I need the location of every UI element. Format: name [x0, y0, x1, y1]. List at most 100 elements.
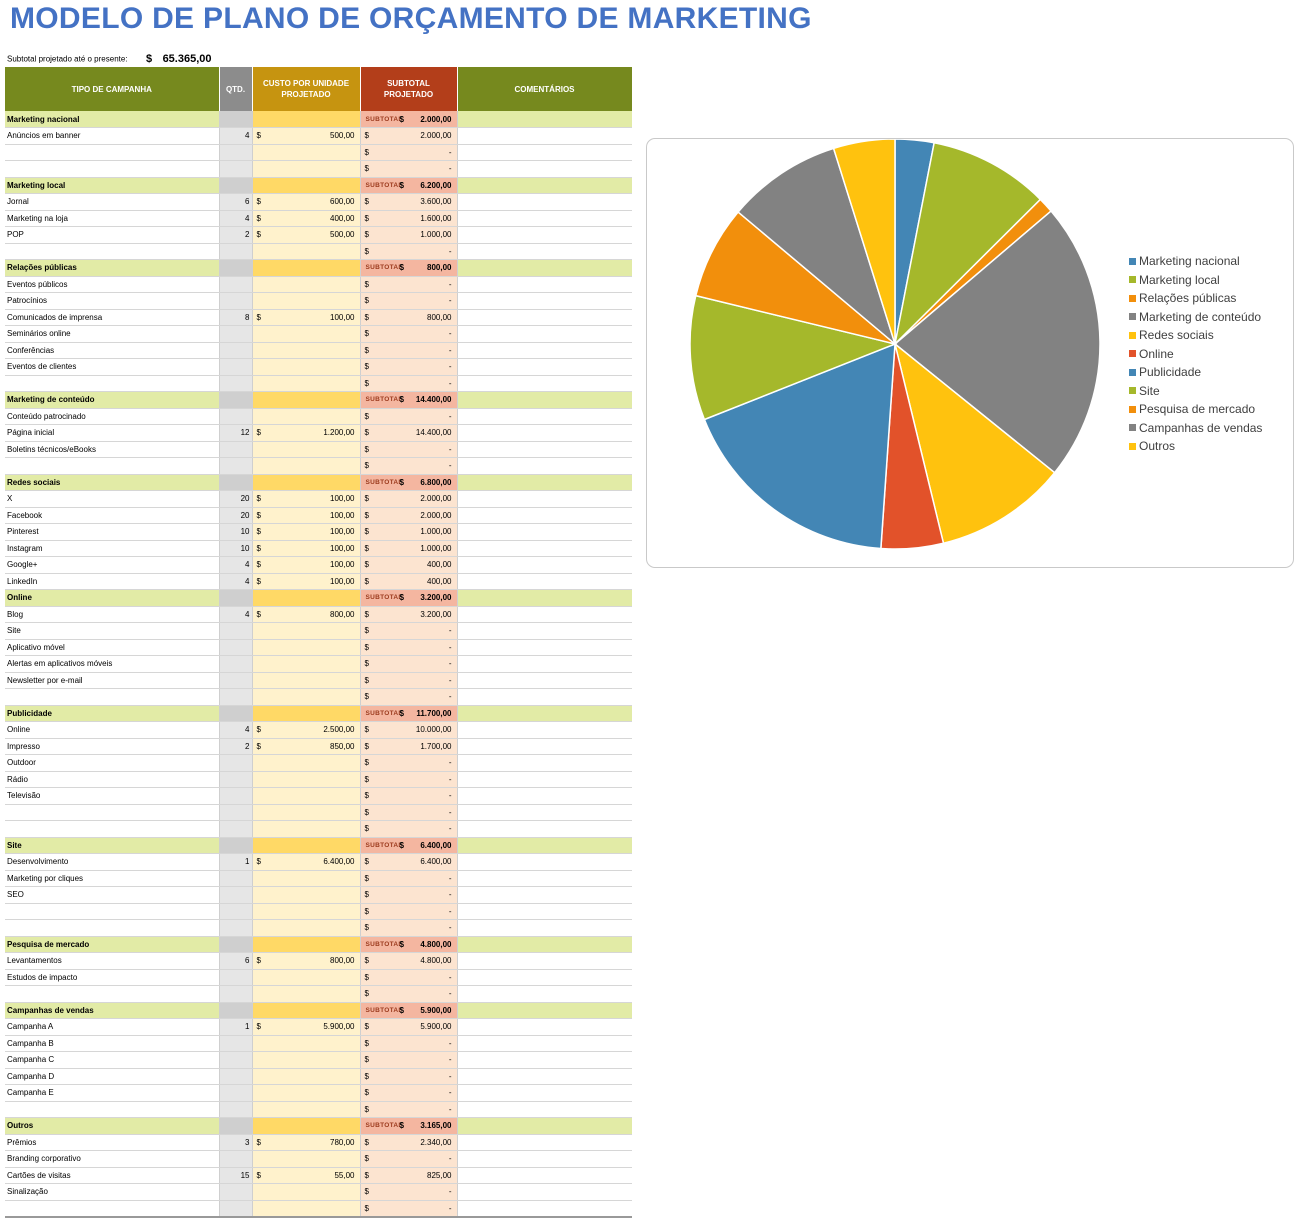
item-quantity[interactable]	[218, 276, 253, 293]
item-quantity[interactable]	[218, 969, 253, 986]
item-unit-cost[interactable]	[252, 1068, 360, 1085]
item-quantity[interactable]: 8	[218, 309, 253, 326]
category-qty-cell[interactable]	[218, 936, 253, 953]
item-unit-cost[interactable]	[252, 804, 360, 821]
comment-cell[interactable]	[456, 540, 632, 557]
item-unit-cost[interactable]	[252, 408, 360, 425]
item-name[interactable]	[5, 804, 219, 821]
category-name[interactable]: Pesquisa de mercado	[5, 936, 219, 953]
item-name[interactable]: Estudos de impacto	[5, 969, 219, 986]
comment-cell[interactable]	[456, 573, 632, 590]
item-quantity[interactable]: 4	[218, 721, 253, 739]
item-unit-cost[interactable]: $100,00	[252, 309, 360, 326]
comment-cell[interactable]	[456, 606, 632, 623]
item-unit-cost[interactable]	[252, 1200, 360, 1217]
pie-slice-1[interactable]	[893, 141, 1042, 347]
item-quantity[interactable]: 2	[218, 738, 253, 755]
comment-cell[interactable]	[456, 309, 632, 326]
item-name[interactable]	[5, 160, 219, 178]
pie-slice-7[interactable]	[689, 294, 898, 421]
item-quantity[interactable]	[218, 886, 253, 904]
item-unit-cost[interactable]	[252, 1101, 360, 1118]
item-name[interactable]: Blog	[5, 606, 219, 623]
item-name[interactable]: Facebook	[5, 507, 219, 524]
comment-cell[interactable]	[456, 144, 632, 161]
pie-slice-10[interactable]	[832, 139, 896, 345]
item-name[interactable]: Rádio	[5, 771, 219, 788]
item-quantity[interactable]: 12	[218, 424, 253, 442]
item-name[interactable]: SEO	[5, 886, 219, 904]
item-unit-cost[interactable]	[252, 1084, 360, 1102]
item-name[interactable]: Site	[5, 622, 219, 640]
item-name[interactable]: Marketing por cliques	[5, 870, 219, 887]
comment-cell[interactable]	[456, 1117, 632, 1135]
item-quantity[interactable]: 10	[218, 540, 253, 557]
item-name[interactable]	[5, 820, 219, 838]
item-quantity[interactable]	[218, 1200, 253, 1217]
item-unit-cost[interactable]: $1.200,00	[252, 424, 360, 442]
item-name[interactable]: POP	[5, 226, 219, 244]
comment-cell[interactable]	[456, 1035, 632, 1052]
pie-slice-9[interactable]	[737, 147, 897, 347]
comment-cell[interactable]	[456, 705, 632, 722]
category-name[interactable]: Marketing nacional	[5, 111, 219, 128]
item-quantity[interactable]	[218, 672, 253, 689]
item-unit-cost[interactable]	[252, 672, 360, 689]
legend-item[interactable]: Outros	[1129, 437, 1262, 456]
item-quantity[interactable]: 6	[218, 952, 253, 970]
comment-cell[interactable]	[456, 1018, 632, 1036]
comment-cell[interactable]	[456, 424, 632, 442]
comment-cell[interactable]	[456, 1002, 632, 1019]
item-unit-cost[interactable]	[252, 886, 360, 904]
item-quantity[interactable]	[218, 1084, 253, 1102]
legend-item[interactable]: Marketing nacional	[1129, 252, 1262, 271]
header-unit-cost[interactable]: CUSTO POR UNIDADE PROJETADO	[252, 67, 361, 111]
item-quantity[interactable]	[218, 639, 253, 656]
item-quantity[interactable]: 20	[218, 507, 253, 524]
item-quantity[interactable]	[218, 655, 253, 673]
item-quantity[interactable]	[218, 985, 253, 1003]
comment-cell[interactable]	[456, 259, 632, 277]
item-quantity[interactable]: 4	[218, 127, 253, 145]
item-unit-cost[interactable]	[252, 342, 360, 359]
item-quantity[interactable]: 6	[218, 193, 253, 211]
item-unit-cost[interactable]	[252, 243, 360, 260]
comment-cell[interactable]	[456, 754, 632, 772]
item-name[interactable]	[5, 243, 219, 260]
item-quantity[interactable]	[218, 144, 253, 161]
comment-cell[interactable]	[456, 342, 632, 359]
comment-cell[interactable]	[456, 292, 632, 310]
legend-item[interactable]: Online	[1129, 345, 1262, 364]
item-unit-cost[interactable]: $2.500,00	[252, 721, 360, 739]
item-quantity[interactable]	[218, 342, 253, 359]
comment-cell[interactable]	[456, 655, 632, 673]
header-comments[interactable]: COMENTÁRIOS	[457, 67, 633, 111]
comment-cell[interactable]	[456, 1101, 632, 1118]
item-name[interactable]: Patrocínios	[5, 292, 219, 310]
item-quantity[interactable]	[218, 919, 253, 937]
comment-cell[interactable]	[456, 1150, 632, 1168]
category-name[interactable]: Relações públicas	[5, 259, 219, 277]
item-unit-cost[interactable]	[252, 688, 360, 706]
item-unit-cost[interactable]	[252, 771, 360, 788]
item-unit-cost[interactable]	[252, 1051, 360, 1069]
item-name[interactable]	[5, 144, 219, 161]
item-name[interactable]: Online	[5, 721, 219, 739]
item-name[interactable]: X	[5, 490, 219, 508]
item-name[interactable]: Marketing na loja	[5, 210, 219, 227]
item-unit-cost[interactable]	[252, 325, 360, 343]
comment-cell[interactable]	[456, 226, 632, 244]
comment-cell[interactable]	[456, 672, 632, 689]
comment-cell[interactable]	[456, 457, 632, 475]
comment-cell[interactable]	[456, 358, 632, 376]
comment-cell[interactable]	[456, 160, 632, 178]
item-name[interactable]: Conferências	[5, 342, 219, 359]
item-quantity[interactable]: 4	[218, 210, 253, 227]
item-name[interactable]: Alertas em aplicativos móveis	[5, 655, 219, 673]
legend-item[interactable]: Redes sociais	[1129, 326, 1262, 345]
category-cost-cell[interactable]	[252, 837, 360, 854]
legend-item[interactable]: Marketing local	[1129, 271, 1262, 290]
comment-cell[interactable]	[456, 375, 632, 392]
item-name[interactable]: Campanha E	[5, 1084, 219, 1102]
item-quantity[interactable]: 3	[218, 1134, 253, 1151]
